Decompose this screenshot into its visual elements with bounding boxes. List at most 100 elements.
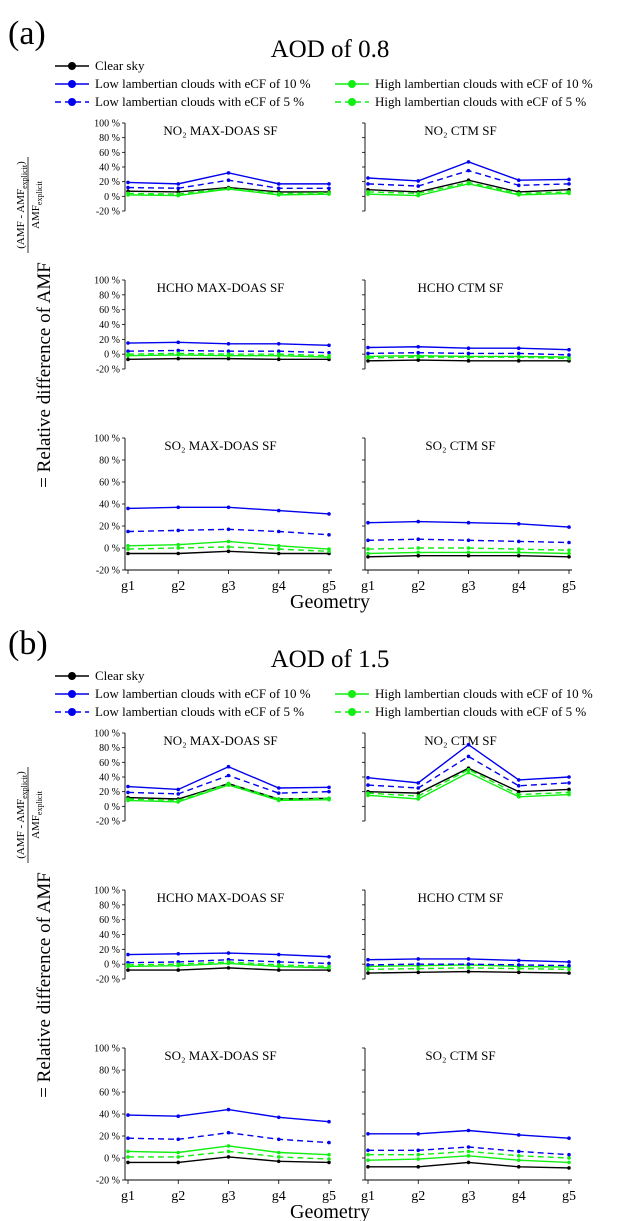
data-point-clear [176, 551, 181, 556]
data-point-low10 [366, 520, 370, 525]
y-tick-label: 80 % [99, 290, 120, 301]
data-point-clear [276, 1159, 281, 1164]
data-point-low10 [226, 505, 231, 510]
data-point-high5 [416, 966, 421, 971]
ylabel-fraction: (AMF - AMFexplicit)AMFexplicit [15, 157, 44, 253]
subplot-title: SO₂ CTM SF [425, 1048, 495, 1063]
data-point-low10 [466, 957, 471, 961]
data-point-low5 [466, 168, 471, 173]
data-point-high10 [416, 1157, 421, 1161]
x-tick-label: g4 [272, 1189, 286, 1204]
legend-label: Low lambertian clouds with eCF of 5 % [95, 94, 304, 109]
data-point-low10 [466, 160, 471, 164]
subplot-1: -20 % 0 % 20 % 40 % 60 % 80 % 100 % NO₂ MAX-DOA… [94, 729, 331, 828]
data-point-clear [176, 356, 181, 361]
data-point-clear [327, 1160, 331, 1165]
y-tick-label: 100 % [94, 729, 120, 740]
subplot-title: SO₂ MAX-DOAS SF [164, 438, 276, 453]
data-point-high5 [176, 962, 181, 966]
data-point-clear [276, 968, 281, 972]
data-point-low5 [327, 186, 331, 191]
data-point-high5 [126, 797, 130, 801]
ylabel-numerator: (AMF - AMFexplicit) [15, 161, 29, 249]
legend-item: Clear sky [55, 58, 145, 73]
data-point-clear [466, 359, 471, 363]
y-tick-label: -20 % [96, 1176, 120, 1187]
data-point-low10 [176, 505, 181, 510]
data-point-high5 [176, 798, 181, 803]
subplot-title: NO₂ CTM SF [424, 733, 496, 748]
y-tick-label: 20 % [99, 177, 120, 188]
data-point-low5 [327, 961, 331, 966]
legend-marker [68, 80, 76, 88]
data-point-low10 [466, 742, 471, 747]
data-point-low5 [516, 784, 521, 788]
xlabel: Geometry [290, 591, 370, 613]
data-point-low5 [366, 538, 370, 543]
data-point-low5 [327, 1140, 331, 1145]
data-point-high5 [176, 351, 181, 356]
x-tick-label: g2 [171, 1189, 185, 1204]
legend-item: High lambertian clouds with eCF of 10 % [335, 686, 593, 701]
data-point-low5 [226, 178, 231, 182]
subplot-3: -20 % 0 % 20 % 40 % 60 % 80 % 100 % HCHO MAX-DO… [94, 886, 331, 986]
data-point-low10 [567, 347, 571, 352]
data-point-low5 [226, 349, 231, 354]
data-point-low5 [226, 527, 231, 532]
data-point-low10 [327, 1119, 331, 1124]
legend-label: Low lambertian clouds with eCF of 10 % [95, 76, 311, 91]
y-tick-label: 0 % [104, 350, 120, 361]
data-point-clear [567, 971, 571, 975]
data-point-high10 [466, 1154, 471, 1158]
numerator-part: (AMF - AMF [15, 799, 27, 859]
y-tick-label: 20 % [99, 1132, 120, 1143]
data-point-low5 [126, 349, 130, 354]
data-point-low5 [567, 1152, 571, 1157]
y-tick-label: 40 % [99, 163, 120, 174]
data-point-clear [226, 356, 231, 361]
legend-item: High lambertian clouds with eCF of 10 % [335, 76, 593, 91]
data-point-high10 [327, 1152, 331, 1157]
y-tick-label: -20 % [96, 365, 120, 376]
x-tick-label: g1 [361, 579, 375, 594]
data-point-high5 [366, 190, 370, 194]
subplot-6: SO₂ CTM SF g1 g2 g3 g4 g5 [361, 1047, 576, 1204]
data-point-low10 [176, 1114, 181, 1118]
legend-marker [348, 690, 356, 698]
data-point-high5 [567, 190, 571, 194]
x-tick-label: g4 [512, 1189, 526, 1204]
legend-label: High lambertian clouds with eCF of 10 % [375, 686, 593, 701]
data-point-low10 [126, 341, 130, 345]
data-point-low10 [276, 182, 281, 186]
data-point-low10 [126, 1113, 130, 1117]
data-point-high5 [327, 1157, 331, 1161]
data-point-clear [466, 969, 471, 974]
data-point-high5 [226, 960, 231, 964]
data-point-low5 [516, 1149, 521, 1154]
legend-label: Clear sky [95, 668, 145, 683]
denominator-part: AMF [30, 205, 42, 229]
numerator-part: (AMF - AMF [15, 189, 27, 249]
data-point-clear [416, 970, 421, 975]
data-point-high5 [327, 964, 331, 969]
data-point-clear [176, 1160, 181, 1165]
data-point-low5 [466, 1145, 471, 1149]
data-point-high5 [176, 192, 181, 196]
legend-label: High lambertian clouds with eCF of 5 % [375, 704, 586, 719]
data-point-clear [126, 968, 130, 972]
subplot-title: HCHO MAX-DOAS SF [157, 890, 285, 905]
data-point-low5 [276, 960, 281, 964]
y-tick-label: 40 % [99, 320, 120, 331]
y-tick-label: 80 % [99, 900, 120, 911]
legend-label: Clear sky [95, 58, 145, 73]
data-point-high5 [366, 791, 370, 795]
data-point-low10 [176, 951, 181, 956]
subplot-2: NO₂ CTM SF [362, 732, 571, 822]
y-tick-label: 80 % [99, 743, 120, 754]
y-tick-label: 100 % [94, 886, 120, 897]
data-point-clear [226, 1155, 231, 1159]
data-point-low10 [416, 781, 421, 785]
y-tick-label: -20 % [96, 566, 120, 577]
data-point-clear [276, 357, 281, 362]
